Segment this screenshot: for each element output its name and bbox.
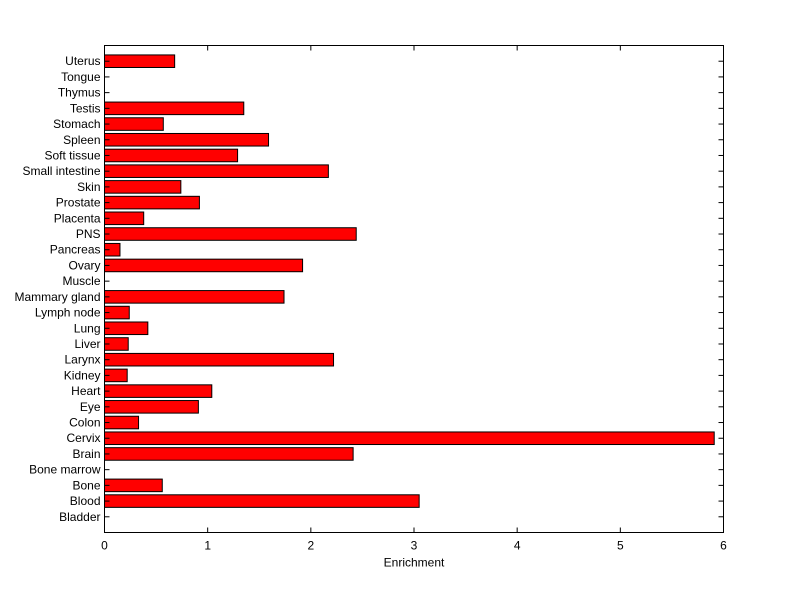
- x-tick-label: 5: [617, 539, 624, 553]
- bar-soft-tissue: [104, 148, 239, 163]
- bar-prostate: [104, 195, 200, 210]
- bar-lung: [104, 321, 149, 336]
- y-tick-label: Prostate: [56, 196, 101, 210]
- y-tick-label: Brain: [72, 447, 100, 461]
- y-tick-label: Pancreas: [50, 243, 101, 257]
- y-tick-label: Placenta: [54, 211, 101, 225]
- y-tick-label: Bone: [72, 478, 100, 492]
- bar-stomach: [104, 117, 164, 131]
- bar-skin: [104, 180, 182, 194]
- y-tick-label: Liver: [74, 337, 100, 351]
- bar-spleen: [104, 132, 270, 147]
- y-tick-label: Stomach: [53, 117, 100, 131]
- bar-uterus: [104, 54, 176, 68]
- x-tick-label: 6: [720, 539, 727, 553]
- bar-colon: [104, 415, 140, 430]
- y-tick-label: Mammary gland: [14, 290, 100, 304]
- y-tick-label: PNS: [76, 227, 101, 241]
- bar-larynx: [104, 352, 335, 367]
- bar-small-intestine: [104, 164, 329, 178]
- bar-ovary: [104, 258, 304, 273]
- y-tick-label: Lung: [74, 321, 101, 335]
- bar-placenta: [104, 211, 145, 226]
- y-tick-label: Eye: [80, 400, 101, 414]
- y-tick-label: Colon: [69, 416, 100, 430]
- y-tick-label: Larynx: [64, 353, 100, 367]
- y-tick-label: Spleen: [63, 133, 100, 147]
- y-tick-label: Thymus: [58, 86, 101, 100]
- x-axis-label: Enrichment: [384, 556, 445, 570]
- y-tick-label: Lymph node: [35, 306, 101, 320]
- bar-cervix: [104, 431, 715, 446]
- x-tick-label: 3: [411, 539, 418, 553]
- y-tick-label: Soft tissue: [44, 148, 100, 162]
- bar-blood: [104, 494, 420, 508]
- bar-eye: [104, 400, 199, 414]
- y-tick-label: Uterus: [65, 54, 100, 68]
- bar-mammary-gland: [104, 290, 285, 304]
- bar-pns: [104, 227, 357, 241]
- y-tick-label: Testis: [70, 101, 101, 115]
- y-tick-label: Ovary: [68, 258, 100, 272]
- ticks-group: [104, 45, 724, 533]
- y-tick-label: Bone marrow: [29, 463, 101, 477]
- y-tick-label: Muscle: [62, 274, 100, 288]
- bar-bone: [104, 478, 163, 493]
- plot-frame: [104, 45, 724, 533]
- x-tick-label: 4: [514, 539, 521, 553]
- bar-brain: [104, 447, 354, 461]
- y-tick-label: Skin: [77, 180, 100, 194]
- y-tick-label: Heart: [71, 384, 101, 398]
- bar-testis: [104, 101, 245, 116]
- x-tick-label: 0: [101, 539, 108, 553]
- y-tick-label: Cervix: [66, 431, 100, 445]
- y-tick-label: Kidney: [64, 368, 101, 382]
- bars-group: [104, 54, 715, 508]
- y-tick-label: Bladder: [59, 510, 100, 524]
- bar-heart: [104, 384, 213, 398]
- y-tick-label: Small intestine: [22, 164, 100, 178]
- x-tick-label: 1: [204, 539, 211, 553]
- y-tick-label: Blood: [70, 494, 101, 508]
- x-tick-label: 2: [307, 539, 314, 553]
- y-tick-label: Tongue: [61, 70, 101, 84]
